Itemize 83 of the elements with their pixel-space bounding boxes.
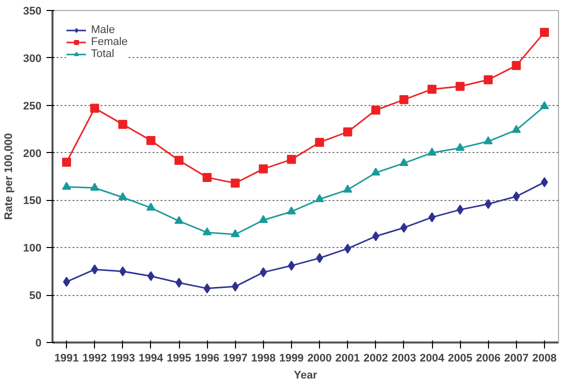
legend-label: Total — [91, 48, 114, 60]
x-tick-label: 1991 — [54, 352, 79, 364]
point — [288, 260, 295, 271]
x-tick-label: 2008 — [532, 352, 557, 364]
point — [146, 202, 156, 211]
point — [540, 177, 548, 188]
x-tick-label: 1992 — [82, 352, 107, 364]
x-tick-label: 1997 — [222, 352, 248, 364]
point — [90, 182, 100, 191]
x-tick-label: 1998 — [251, 352, 276, 364]
point — [202, 227, 212, 236]
x-tick-label: 2001 — [335, 352, 360, 364]
point — [90, 104, 100, 113]
point — [456, 142, 465, 151]
point — [540, 28, 549, 37]
x-tick-label: 2007 — [504, 352, 529, 364]
y-tick-label: 150 — [23, 195, 42, 208]
legend-label: Male — [91, 24, 115, 36]
y-tick-label: 300 — [23, 52, 42, 65]
x-tick-label: 2002 — [364, 352, 388, 364]
point — [174, 216, 184, 224]
y-tick-label: 0 — [35, 338, 42, 350]
x-tick-label: 2000 — [307, 352, 332, 364]
point — [286, 206, 296, 214]
point — [260, 267, 267, 278]
point — [484, 199, 492, 210]
point — [204, 283, 211, 294]
y-tick-label: 250 — [23, 100, 42, 112]
point — [456, 204, 464, 215]
point — [230, 229, 240, 238]
point — [286, 154, 296, 164]
y-axis-title: Rate per 100,000 — [3, 133, 16, 220]
x-tick-label: 1995 — [166, 352, 192, 364]
point — [371, 106, 380, 115]
x-axis-title: Year — [294, 370, 318, 382]
point — [316, 253, 324, 264]
point — [62, 158, 72, 167]
x-tick-label: 2006 — [476, 352, 500, 364]
point — [428, 84, 436, 94]
point — [202, 172, 212, 182]
legend-label: Female — [91, 36, 128, 48]
point — [91, 264, 98, 274]
point — [512, 61, 521, 70]
point — [372, 231, 380, 242]
point — [147, 271, 154, 282]
y-tick-label: 200 — [23, 148, 42, 160]
x-tick-label: 2005 — [448, 352, 472, 364]
point — [512, 124, 521, 133]
x-tick-label: 2004 — [420, 352, 446, 364]
point — [118, 192, 128, 200]
point — [344, 244, 352, 254]
point — [232, 282, 239, 292]
point — [456, 82, 465, 91]
point — [400, 222, 408, 233]
point — [63, 276, 70, 287]
point — [484, 136, 493, 144]
x-tick-label: 1994 — [138, 352, 164, 364]
point — [343, 184, 352, 193]
point — [315, 194, 324, 202]
y-tick-label: 350 — [23, 6, 42, 18]
y-tick-label: 50 — [29, 290, 42, 302]
point — [484, 75, 493, 84]
point — [540, 101, 549, 110]
point — [315, 138, 324, 147]
point — [258, 164, 268, 174]
point — [62, 182, 72, 190]
point — [371, 168, 380, 176]
x-tick-label: 1993 — [110, 352, 136, 364]
point — [119, 266, 126, 276]
point — [146, 136, 156, 145]
point — [428, 148, 436, 156]
point — [343, 127, 352, 136]
point — [258, 215, 268, 223]
point — [118, 120, 128, 129]
x-tick-label: 1999 — [279, 352, 304, 364]
point — [399, 95, 408, 104]
y-tick-label: 100 — [23, 242, 42, 255]
point — [230, 178, 240, 188]
x-tick-label: 2003 — [392, 352, 416, 364]
x-tick-label: 1996 — [194, 352, 220, 364]
point — [512, 191, 520, 202]
point — [174, 156, 184, 165]
point — [399, 158, 408, 166]
